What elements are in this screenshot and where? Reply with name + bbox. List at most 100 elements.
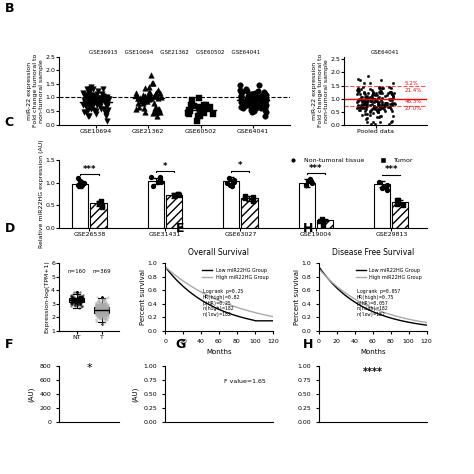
Point <box>87 106 95 113</box>
Point <box>100 301 107 309</box>
Point <box>103 303 111 311</box>
Point <box>93 304 100 311</box>
Text: H: H <box>303 222 314 235</box>
Point <box>357 97 365 104</box>
Point <box>102 300 109 307</box>
Point <box>73 301 81 309</box>
Point <box>149 182 156 190</box>
Point <box>304 177 312 185</box>
Point <box>251 91 259 99</box>
Point <box>100 93 108 100</box>
Point <box>98 105 105 113</box>
Point <box>363 95 371 103</box>
Point <box>93 307 101 314</box>
Point <box>359 83 367 91</box>
Point <box>96 315 104 322</box>
Point <box>92 305 100 312</box>
Point <box>82 101 89 109</box>
Point <box>102 299 109 306</box>
Point <box>94 307 102 315</box>
Point <box>73 297 81 305</box>
Point <box>102 301 109 309</box>
Point <box>93 304 101 312</box>
Point <box>68 300 75 308</box>
Point <box>389 96 396 104</box>
Point <box>103 308 110 315</box>
Point <box>251 100 258 108</box>
Point <box>99 314 106 321</box>
Point <box>74 174 82 182</box>
Point <box>388 84 395 91</box>
Point <box>95 310 103 317</box>
Point <box>92 309 100 317</box>
Point <box>96 94 103 102</box>
Point <box>96 307 103 315</box>
Point <box>104 310 111 317</box>
Point <box>368 86 375 94</box>
Point <box>76 177 83 184</box>
Point <box>77 294 84 302</box>
Point <box>145 95 153 102</box>
Y-axis label: Percent survival: Percent survival <box>294 269 300 325</box>
Point <box>98 306 105 313</box>
Text: ***: *** <box>384 165 398 174</box>
Point <box>95 304 102 312</box>
Point <box>237 92 245 100</box>
Point <box>75 298 82 306</box>
Point <box>102 303 109 310</box>
Point <box>147 173 155 181</box>
Point <box>100 314 107 322</box>
Point <box>79 293 86 301</box>
Point <box>387 89 395 97</box>
Point <box>85 100 93 108</box>
Point <box>97 313 105 320</box>
Point <box>102 315 109 323</box>
Point <box>96 307 104 315</box>
Point <box>103 303 110 311</box>
Point <box>99 312 106 319</box>
Point <box>95 310 102 318</box>
Point <box>93 302 101 310</box>
Point <box>93 311 100 319</box>
Point <box>383 181 391 188</box>
Point <box>96 304 104 311</box>
Point <box>373 108 381 115</box>
Point <box>97 98 104 105</box>
Point <box>364 114 371 121</box>
Point <box>72 299 80 306</box>
Point <box>69 295 76 302</box>
Point <box>175 191 182 199</box>
Point <box>72 296 80 304</box>
Point <box>261 103 269 111</box>
Point <box>99 308 107 316</box>
Point <box>99 203 106 210</box>
Point <box>259 92 266 100</box>
Point <box>226 181 233 188</box>
Point <box>361 107 369 114</box>
Point <box>259 101 266 109</box>
Point <box>78 294 86 302</box>
Point <box>98 310 106 317</box>
Point <box>96 314 103 321</box>
Low miR22HG Group <box>182 285 188 291</box>
Point <box>68 300 75 308</box>
Point <box>357 86 365 93</box>
Point <box>78 294 85 302</box>
Point <box>84 112 91 119</box>
Point <box>400 201 407 209</box>
Point <box>262 95 270 103</box>
Point <box>99 297 107 304</box>
Point <box>74 290 82 298</box>
Point <box>358 111 366 118</box>
Point <box>97 308 105 316</box>
Point <box>361 99 369 106</box>
Point <box>71 298 79 305</box>
Point <box>99 92 107 100</box>
Point <box>102 303 109 310</box>
Point <box>73 299 81 306</box>
Point <box>391 100 399 108</box>
Point <box>100 301 107 309</box>
Point <box>354 86 361 93</box>
Text: *: * <box>238 162 243 171</box>
Point <box>67 291 74 299</box>
